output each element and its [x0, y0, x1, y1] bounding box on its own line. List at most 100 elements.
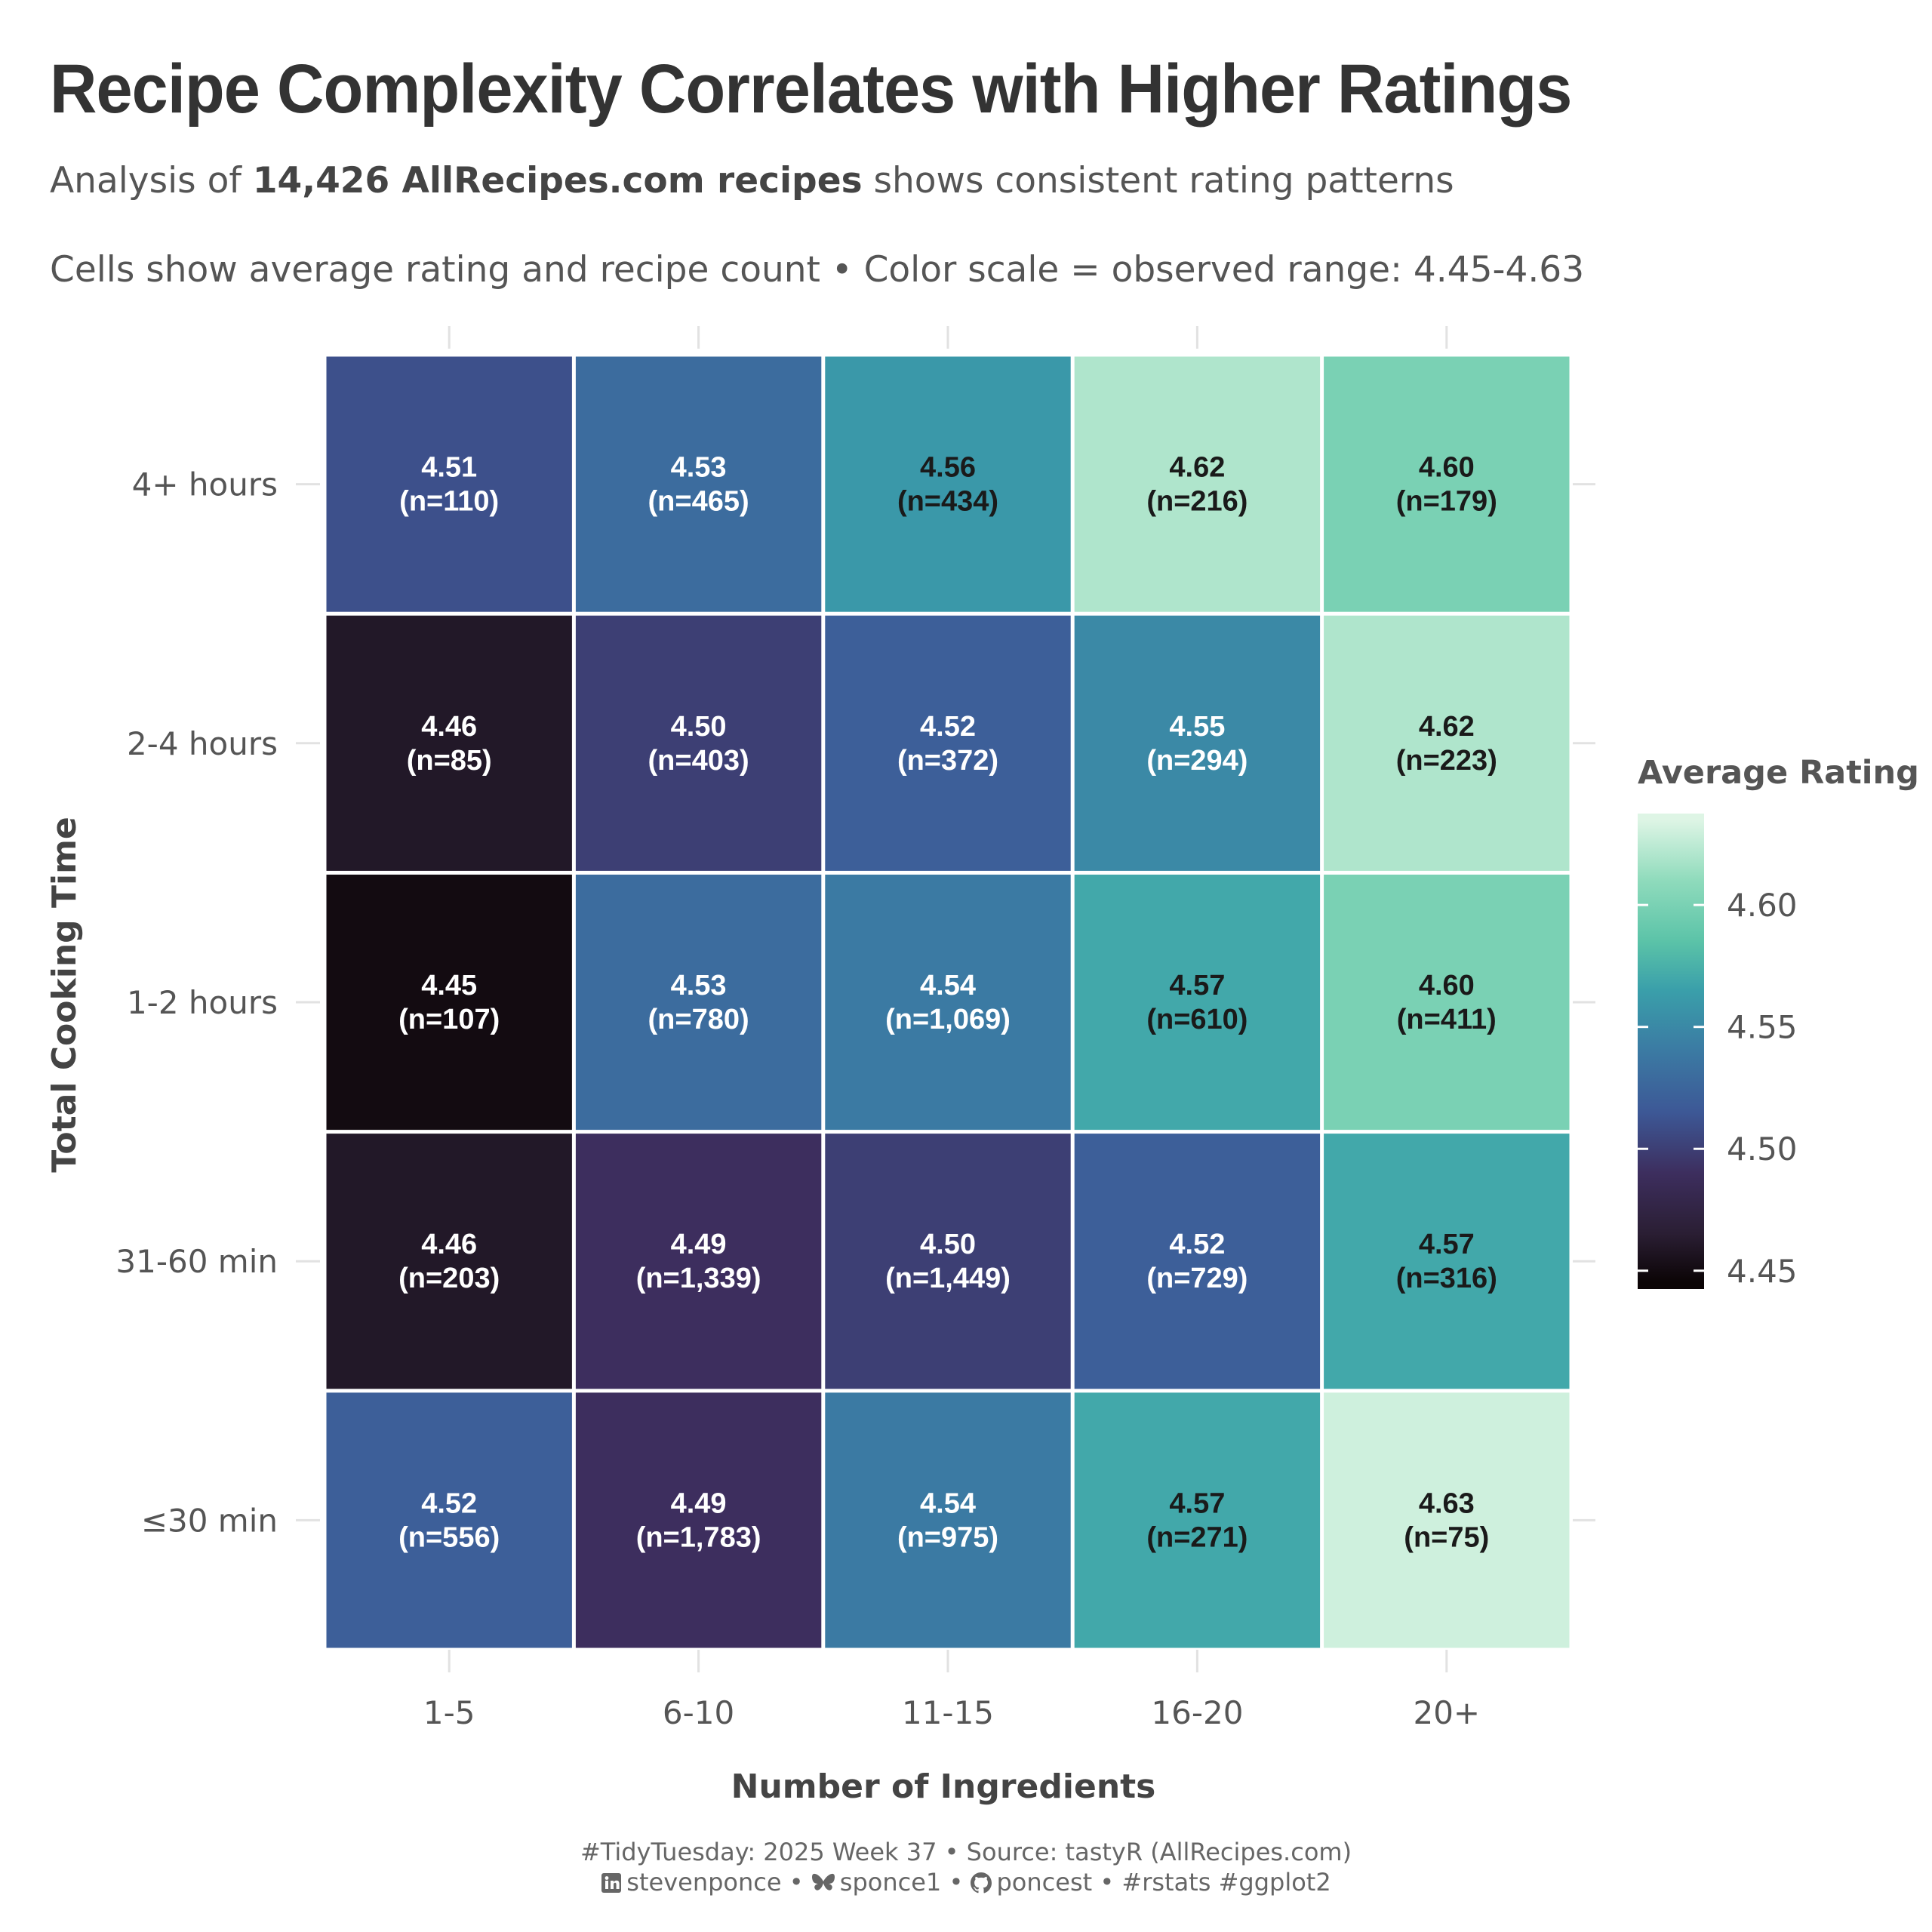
- cell-count-label: (n=107): [398, 1004, 500, 1035]
- heatmap-cell: [1074, 356, 1321, 612]
- cell-count-label: (n=780): [648, 1004, 749, 1035]
- cell-rating-label: 4.63: [1419, 1487, 1475, 1519]
- bluesky-handle[interactable]: sponce1: [839, 1868, 942, 1897]
- cell-count-label: (n=1,069): [885, 1004, 1011, 1035]
- cell-rating-label: 4.45: [421, 970, 477, 1001]
- x-axis-title: Number of Ingredients: [731, 1767, 1156, 1806]
- cell-rating-label: 4.57: [1419, 1229, 1475, 1260]
- chart-subtitle: Analysis of 14,426 AllRecipes.com recipe…: [50, 160, 1454, 202]
- cell-count-label: (n=610): [1146, 1004, 1247, 1035]
- butterfly-icon: [811, 1873, 835, 1890]
- chart-title: Recipe Complexity Correlates with Higher…: [50, 51, 1572, 128]
- cell-rating-label: 4.60: [1419, 970, 1475, 1001]
- heatmap-cell: [575, 615, 822, 871]
- cell-count-label: (n=216): [1146, 486, 1247, 518]
- footer-separator: •: [949, 1868, 964, 1897]
- heatmap-cell: [326, 356, 572, 612]
- x-tick-label: 11-15: [902, 1694, 994, 1731]
- cell-rating-label: 4.53: [671, 452, 727, 484]
- cell-rating-label: 4.55: [1169, 711, 1225, 743]
- footer-credits-line: stevenponce • sponce1 • poncest • #rstat…: [0, 1867, 1932, 1897]
- heatmap-cell: [825, 356, 1071, 612]
- cell-count-label: (n=223): [1396, 745, 1497, 777]
- heatmap-cell: [1324, 356, 1570, 612]
- heatmap-cell: [825, 1134, 1071, 1389]
- cell-rating-label: 4.53: [671, 970, 727, 1001]
- heatmap-cell: [575, 1134, 822, 1389]
- heatmap-cell: [825, 615, 1071, 871]
- cell-count-label: (n=975): [897, 1521, 998, 1553]
- cell-rating-label: 4.52: [920, 711, 976, 743]
- cell-count-label: (n=85): [407, 745, 492, 777]
- subtitle-suffix: shows consistent rating patterns: [862, 160, 1454, 202]
- cell-rating-label: 4.50: [920, 1229, 976, 1260]
- heatmap-cell: [1324, 1392, 1570, 1648]
- footer-separator: •: [789, 1868, 804, 1897]
- cell-rating-label: 4.54: [920, 1487, 976, 1519]
- cell-count-label: (n=294): [1146, 745, 1247, 777]
- cell-rating-label: 4.49: [671, 1487, 727, 1519]
- cell-count-label: (n=434): [897, 486, 998, 518]
- cell-rating-label: 4.51: [421, 452, 477, 484]
- cell-count-label: (n=1,449): [885, 1263, 1011, 1294]
- cell-rating-label: 4.56: [920, 452, 976, 484]
- cell-count-label: (n=403): [648, 745, 749, 777]
- cell-rating-label: 4.62: [1419, 711, 1475, 743]
- cell-rating-label: 4.57: [1169, 970, 1225, 1001]
- x-tick-label: 1-5: [423, 1694, 475, 1731]
- footer-source-line: #TidyTuesday: 2025 Week 37 • Source: tas…: [580, 1838, 1352, 1866]
- heatmap-cell: [326, 615, 572, 871]
- cell-rating-label: 4.46: [421, 1229, 477, 1260]
- footer: #TidyTuesday: 2025 Week 37 • Source: tas…: [0, 1837, 1932, 1897]
- subtitle-prefix: Analysis of: [50, 160, 253, 202]
- cell-count-label: (n=556): [398, 1521, 500, 1553]
- cell-count-label: (n=271): [1146, 1521, 1247, 1553]
- footer-separator: •: [1100, 1868, 1115, 1897]
- y-axis-title: Total Cooking Time: [45, 817, 84, 1173]
- heatmap-cell: [326, 874, 572, 1131]
- cell-count-label: (n=372): [897, 745, 998, 777]
- github-icon: [971, 1872, 992, 1894]
- cell-count-label: (n=179): [1396, 486, 1497, 518]
- heatmap-cell: [575, 1392, 822, 1648]
- footer-tags: #rstats #ggplot2: [1121, 1868, 1331, 1897]
- heatmap-cell: [825, 1392, 1071, 1648]
- linkedin-icon: [601, 1873, 622, 1893]
- y-tick-label: 4+ hours: [132, 466, 278, 503]
- cell-count-label: (n=729): [1146, 1263, 1247, 1294]
- cell-count-label: (n=465): [648, 486, 749, 518]
- cell-count-label: (n=316): [1396, 1263, 1497, 1294]
- heatmap-cell: [575, 874, 822, 1131]
- github-handle[interactable]: poncest: [996, 1868, 1093, 1897]
- x-tick-label: 16-20: [1151, 1694, 1243, 1731]
- cell-rating-label: 4.57: [1169, 1487, 1225, 1519]
- x-tick-label: 6-10: [663, 1694, 734, 1731]
- heatmap-cell: [1074, 1392, 1321, 1648]
- heatmap-cell: [575, 356, 822, 612]
- cell-count-label: (n=1,339): [636, 1263, 761, 1294]
- heatmap-cell: [1324, 874, 1570, 1131]
- heatmap-cell: [1074, 874, 1321, 1131]
- linkedin-handle[interactable]: stevenponce: [626, 1868, 782, 1897]
- cell-rating-label: 4.49: [671, 1229, 727, 1260]
- heatmap-cell: [326, 1392, 572, 1648]
- cell-rating-label: 4.60: [1419, 452, 1475, 484]
- cell-rating-label: 4.50: [671, 711, 727, 743]
- cell-rating-label: 4.62: [1169, 452, 1225, 484]
- legend-title: Average Rating: [1638, 754, 1919, 792]
- cell-count-label: (n=1,783): [636, 1521, 761, 1553]
- legend-tick-label: 4.60: [1727, 887, 1798, 924]
- legend-tick-label: 4.55: [1727, 1009, 1798, 1046]
- y-tick-label: 2-4 hours: [127, 725, 278, 762]
- y-tick-label: 1-2 hours: [127, 984, 278, 1021]
- cell-rating-label: 4.54: [920, 970, 976, 1001]
- subtitle-highlight: 14,426 AllRecipes.com recipes: [252, 160, 863, 202]
- chart-caption: Cells show average rating and recipe cou…: [50, 249, 1585, 291]
- color-legend: Average Rating 4.45 4.50 4.55 4.60: [1638, 754, 1919, 1290]
- legend-tick-label: 4.45: [1727, 1253, 1798, 1290]
- heatmap-cell: [326, 1134, 572, 1389]
- cell-count-label: (n=75): [1404, 1521, 1489, 1553]
- legend-colorbar: [1638, 814, 1704, 1289]
- y-tick-label: ≤30 min: [141, 1502, 278, 1539]
